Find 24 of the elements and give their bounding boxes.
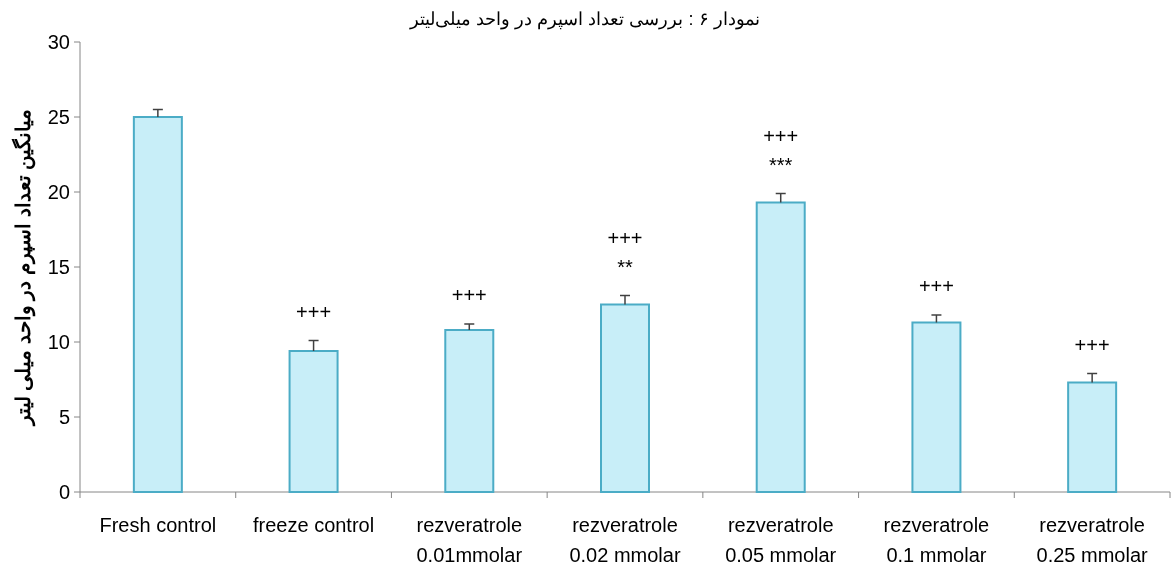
annotation: +++ — [763, 124, 799, 147]
y-tick-label: 5 — [58, 406, 70, 428]
y-tick-label: 20 — [47, 181, 70, 203]
x-tick-label: rezveratrole 0.02 mmolar — [569, 514, 681, 566]
annotation: +++ — [607, 226, 643, 249]
y-tick-label: 30 — [47, 31, 70, 53]
annotation: +++ — [296, 300, 332, 323]
annotation: +++ — [918, 275, 954, 297]
x-tick-label: rezveratrole 0.01mmolar — [416, 514, 523, 566]
x-tick-label: rezveratrole 0.05 mmolar — [725, 514, 837, 566]
chart-title: نمودار ۶ : بررسی تعداد اسپرم در واحد میلی‌لیتر — [409, 9, 760, 30]
annotation: +++ — [1074, 333, 1110, 356]
x-tick-label: rezveratrole 0.1 mmolar — [883, 514, 990, 566]
x-tick-label: Fresh control — [99, 514, 217, 536]
y-tick-label: 0 — [58, 481, 70, 503]
annotation: *** — [769, 153, 793, 176]
x-tick-label: freeze control — [252, 514, 375, 536]
y-axis-title: میانگین تعداد اسپرم در واحد میلی لیتر — [11, 108, 36, 428]
annotation: ** — [617, 255, 633, 278]
x-tick-label: rezveratrole 0.25 mmolar — [1036, 514, 1149, 566]
y-tick-label: 25 — [47, 106, 70, 128]
y-tick-label: 10 — [47, 331, 70, 353]
y-tick-label: 15 — [47, 256, 70, 278]
annotation: +++ — [451, 284, 487, 306]
